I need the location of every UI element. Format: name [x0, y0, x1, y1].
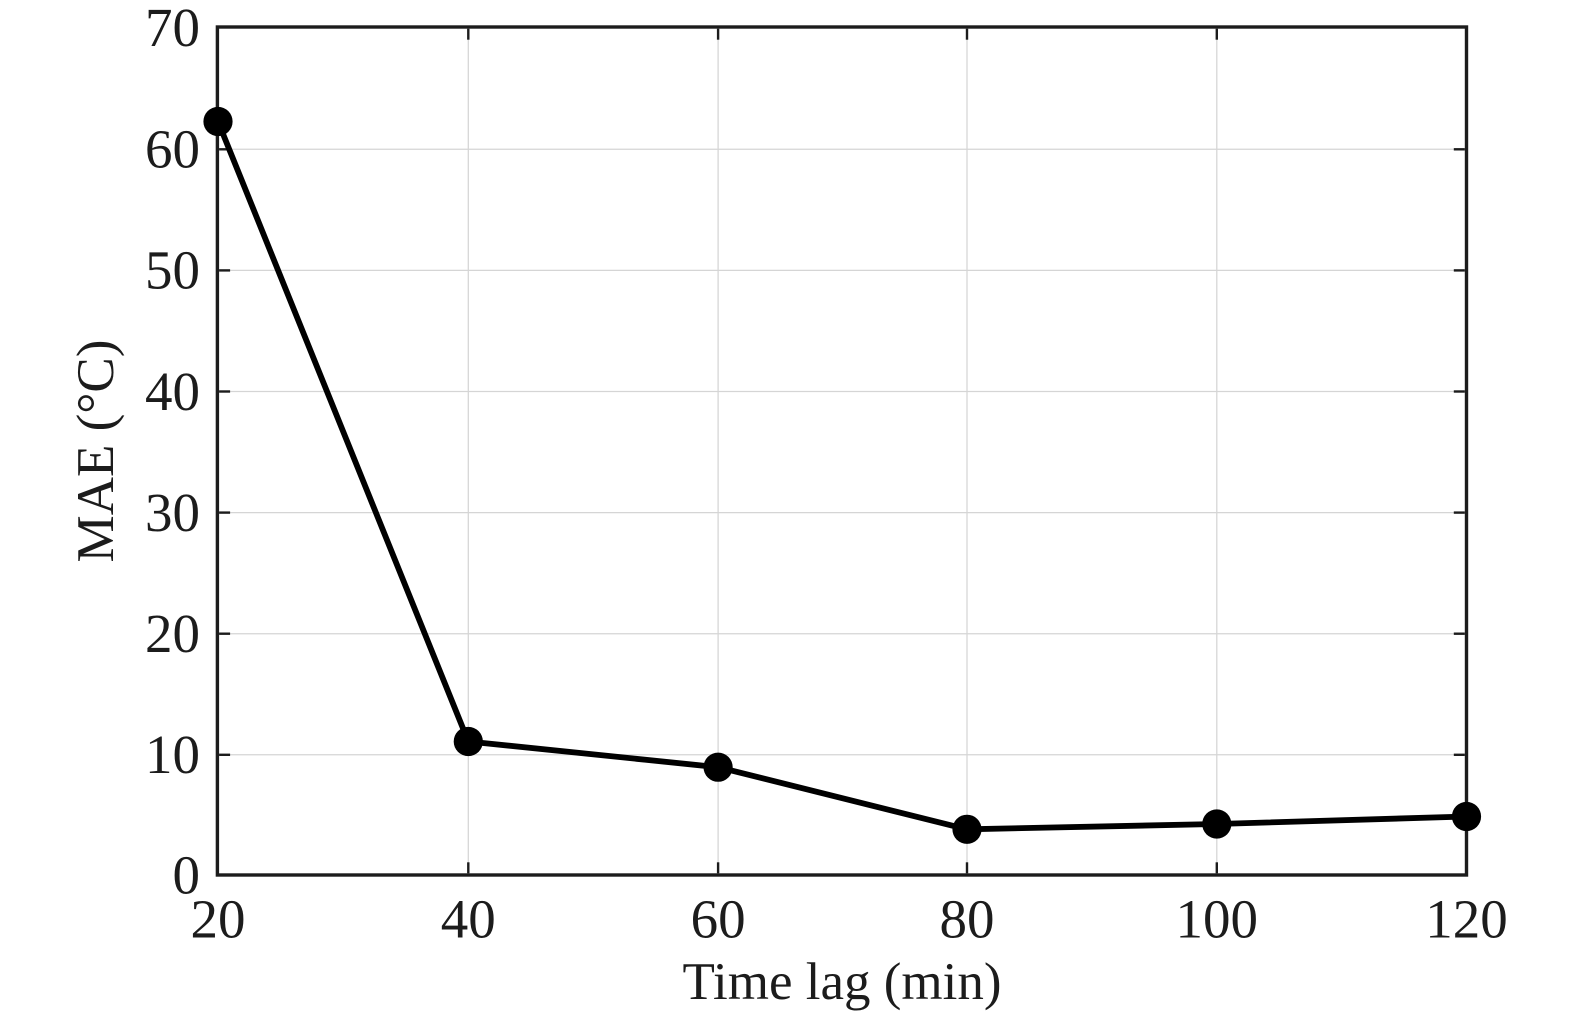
- svg-text:Time lag (min): Time lag (min): [683, 953, 1002, 1011]
- svg-text:10: 10: [145, 724, 200, 785]
- svg-text:100: 100: [1176, 889, 1259, 950]
- svg-text:60: 60: [691, 889, 746, 950]
- svg-text:70: 70: [145, 0, 200, 58]
- svg-text:20: 20: [145, 603, 200, 664]
- svg-text:40: 40: [441, 889, 496, 950]
- svg-text:80: 80: [940, 889, 995, 950]
- svg-text:0: 0: [173, 844, 201, 905]
- svg-text:MAE (°C): MAE (°C): [67, 340, 125, 563]
- svg-text:40: 40: [145, 361, 200, 422]
- svg-text:50: 50: [145, 240, 200, 301]
- svg-text:20: 20: [191, 889, 246, 950]
- svg-text:60: 60: [145, 119, 200, 180]
- svg-text:120: 120: [1425, 889, 1508, 950]
- svg-text:30: 30: [145, 482, 200, 543]
